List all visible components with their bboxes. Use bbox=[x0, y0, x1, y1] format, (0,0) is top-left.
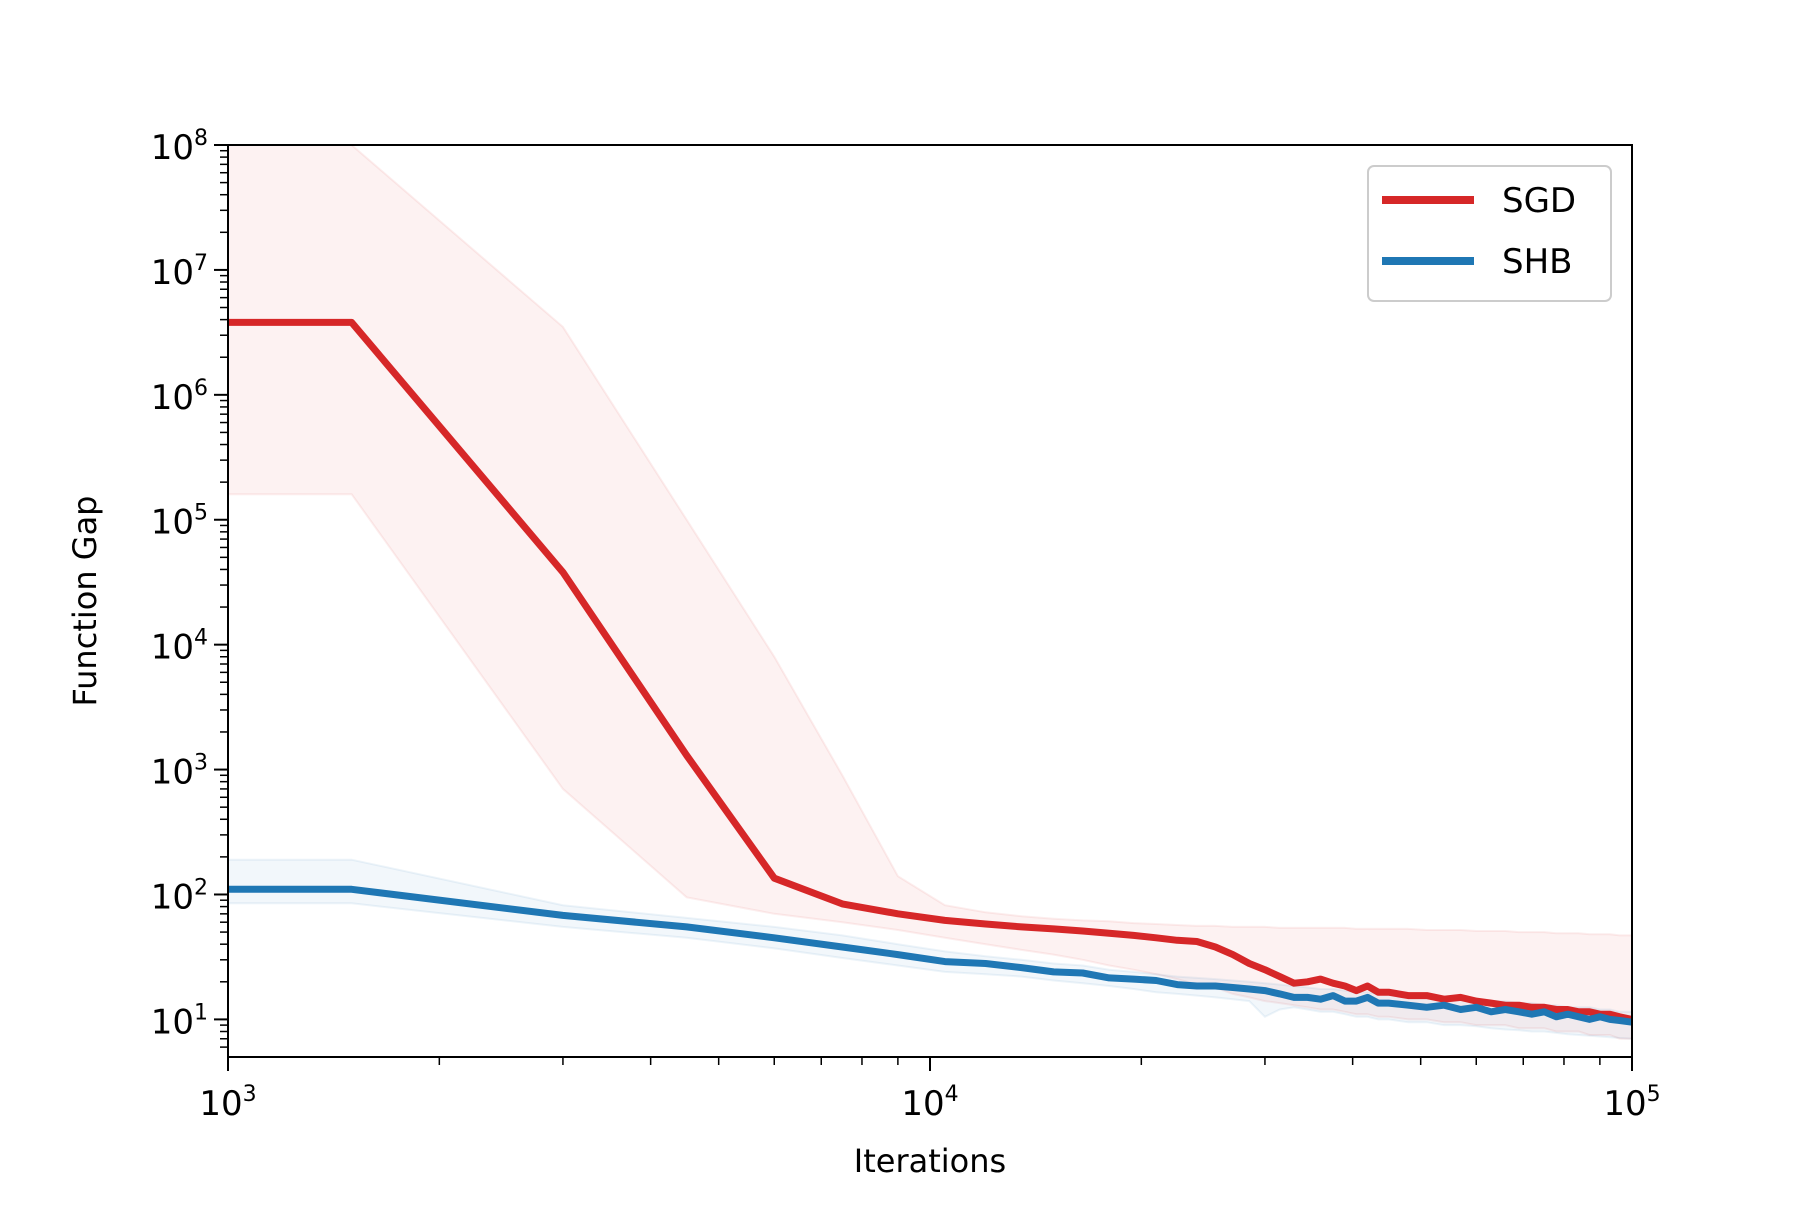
major-ticks bbox=[214, 144, 1633, 1071]
legend: SGD SHB bbox=[1367, 165, 1612, 302]
x-tick-label: 104 bbox=[901, 1082, 958, 1124]
band-sgd bbox=[228, 145, 1632, 1040]
y-tick-label: 104 bbox=[151, 626, 208, 668]
tick-labels: 103 104 105 101 102 103 104 105 106 107 108 bbox=[151, 126, 1661, 1124]
line-sgd bbox=[228, 318, 1632, 1023]
y-tick-label: 107 bbox=[151, 251, 208, 293]
minor-ticks bbox=[220, 149, 1601, 1065]
legend-label-shb: SHB bbox=[1502, 242, 1572, 282]
x-tick-label: 105 bbox=[1603, 1082, 1660, 1124]
y-tick-label: 108 bbox=[151, 126, 208, 168]
y-tick-label: 105 bbox=[151, 501, 208, 543]
line-shb bbox=[228, 885, 1632, 1026]
y-tick-label: 106 bbox=[151, 376, 208, 418]
legend-label-sgd: SGD bbox=[1502, 181, 1576, 221]
plot-frame bbox=[227, 144, 1633, 1058]
x-tick-label: 103 bbox=[199, 1082, 256, 1124]
x-axis-title: Iterations bbox=[854, 1142, 1006, 1180]
y-axis-title: Function Gap bbox=[66, 496, 104, 707]
y-tick-label: 102 bbox=[151, 875, 208, 917]
y-tick-label: 103 bbox=[151, 751, 208, 793]
series-lines bbox=[228, 318, 1632, 1026]
y-tick-label: 101 bbox=[151, 1000, 208, 1042]
